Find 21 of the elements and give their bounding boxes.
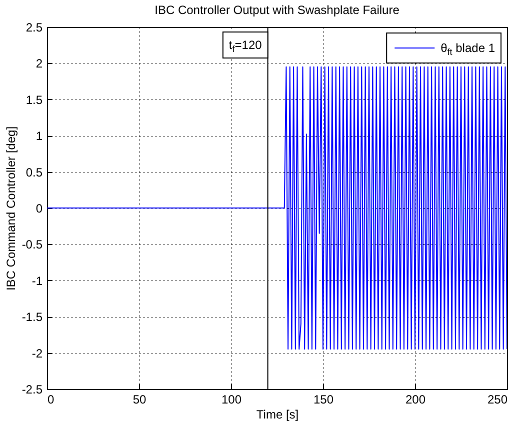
x-tick-label: 200 (405, 392, 426, 406)
x-axis-title: Time [s] (256, 408, 299, 422)
x-tick-label: 0 (48, 392, 54, 406)
y-tick-label: -0.5 (22, 238, 43, 252)
y-tick-label: 2 (36, 56, 43, 71)
x-tick-label: 50 (132, 392, 146, 406)
line-series (47, 66, 507, 350)
y-tick-label: 0.5 (26, 165, 43, 180)
y-tick-label: 1 (36, 129, 43, 144)
chart-title: IBC Controller Output with Swashplate Failure (154, 3, 400, 17)
y-tick-label: -1 (32, 274, 43, 288)
y-tick-label: 0 (36, 202, 43, 216)
y-tick-label: 2.5 (26, 20, 43, 34)
y-axis-title: IBC Command Controller [deg] (4, 126, 18, 291)
y-tick-label: -2.5 (22, 382, 43, 396)
y-tick-label: 1.5 (26, 92, 43, 107)
x-tick-label: 250 (487, 392, 508, 406)
x-tick-label: 150 (313, 392, 334, 406)
y-tick-label: -2 (32, 346, 43, 360)
y-tick-label: -1.5 (22, 310, 43, 324)
x-tick-label: 100 (221, 392, 242, 406)
